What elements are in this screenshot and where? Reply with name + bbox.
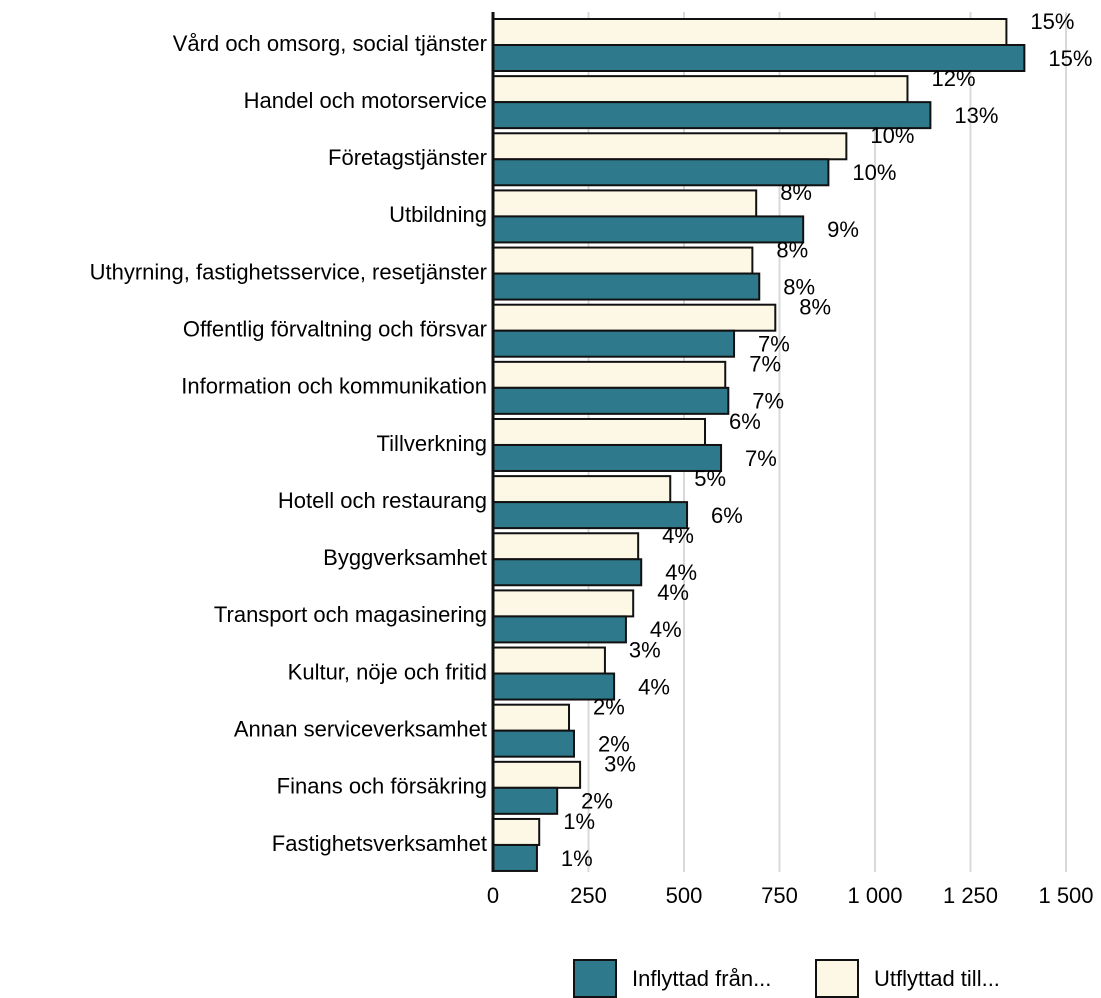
share-label: 15% <box>1030 9 1074 34</box>
x-tick-label: 500 <box>666 883 703 908</box>
bar <box>492 615 627 644</box>
share-label: 8% <box>780 180 812 205</box>
bar <box>492 475 672 504</box>
share-label: 10% <box>870 123 914 148</box>
bar <box>492 646 606 675</box>
share-label: 10% <box>852 160 896 185</box>
bar <box>492 501 689 530</box>
bar <box>492 189 758 218</box>
share-label: 13% <box>954 103 998 128</box>
bar <box>492 158 830 187</box>
bar <box>492 303 777 332</box>
bar <box>492 589 635 618</box>
bar <box>492 246 754 275</box>
share-label: 15% <box>1048 46 1092 71</box>
x-tick-label: 750 <box>761 883 798 908</box>
share-label: 4% <box>650 617 682 642</box>
bar <box>492 75 909 104</box>
bar <box>492 132 848 161</box>
category-label: Företagstjänster <box>328 145 487 170</box>
share-label: 12% <box>931 66 975 91</box>
bar <box>492 532 640 561</box>
share-label: 7% <box>752 389 784 414</box>
x-tick-label: 250 <box>570 883 607 908</box>
share-label: 1% <box>563 809 595 834</box>
bar <box>492 360 727 389</box>
share-label: 5% <box>694 466 726 491</box>
category-label: Tillverkning <box>377 431 487 456</box>
legend-label: Inflyttad från... <box>632 966 771 991</box>
category-label: Uthyrning, fastighetsservice, resetjänst… <box>90 259 487 284</box>
share-label: 4% <box>638 674 670 699</box>
bar <box>492 443 723 472</box>
bar <box>492 817 541 846</box>
share-label: 7% <box>749 352 781 377</box>
bar <box>492 386 730 415</box>
legend-label: Utflyttad till... <box>874 966 1000 991</box>
share-label: 3% <box>604 752 636 777</box>
bar <box>492 672 616 701</box>
category-label: Fastighetsverksamhet <box>272 831 487 856</box>
share-label: 2% <box>593 694 625 719</box>
share-label: 9% <box>827 217 859 242</box>
category-label: Information och kommunikation <box>181 374 487 399</box>
category-label: Utbildning <box>389 202 487 227</box>
category-label: Kultur, nöje och fritid <box>288 659 487 684</box>
share-label: 8% <box>799 295 831 320</box>
share-label: 8% <box>783 274 815 299</box>
share-label: 6% <box>729 409 761 434</box>
bar <box>492 558 643 587</box>
share-label: 6% <box>711 503 743 528</box>
share-label: 7% <box>745 446 777 471</box>
category-label: Offentlig förvaltning och försvar <box>183 317 487 342</box>
share-label: 4% <box>662 523 694 548</box>
category-label: Handel och motorservice <box>244 88 487 113</box>
share-label: 4% <box>665 560 697 585</box>
category-label: Transport och magasinering <box>214 602 487 627</box>
category-label: Hotell och restaurang <box>278 488 487 513</box>
x-tick-label: 0 <box>487 883 499 908</box>
category-label: Byggverksamhet <box>323 545 487 570</box>
category-label: Vård och omsorg, social tjänster <box>173 31 487 56</box>
share-label: 2% <box>581 789 613 814</box>
bar <box>492 215 805 244</box>
legend-swatch <box>573 959 617 998</box>
bar <box>492 417 707 446</box>
x-tick-label: 1 250 <box>943 883 998 908</box>
bar <box>492 703 571 732</box>
bar <box>492 329 736 358</box>
share-label: 2% <box>598 731 630 756</box>
bar <box>492 18 1008 46</box>
bar <box>492 729 575 758</box>
share-label: 3% <box>629 637 661 662</box>
legend-swatch <box>815 959 859 998</box>
bar <box>492 101 932 130</box>
share-label: 1% <box>561 846 593 871</box>
share-label: 4% <box>657 580 689 605</box>
bar <box>492 843 538 872</box>
x-tick-label: 1 000 <box>847 883 902 908</box>
share-label: 7% <box>758 332 790 357</box>
category-label: Finans och försäkring <box>277 774 487 799</box>
bar <box>492 272 761 301</box>
bar <box>492 786 559 815</box>
share-label: 8% <box>776 237 808 262</box>
category-label: Annan serviceverksamhet <box>234 716 487 741</box>
x-tick-label: 1 500 <box>1038 883 1093 908</box>
bar <box>492 760 582 789</box>
